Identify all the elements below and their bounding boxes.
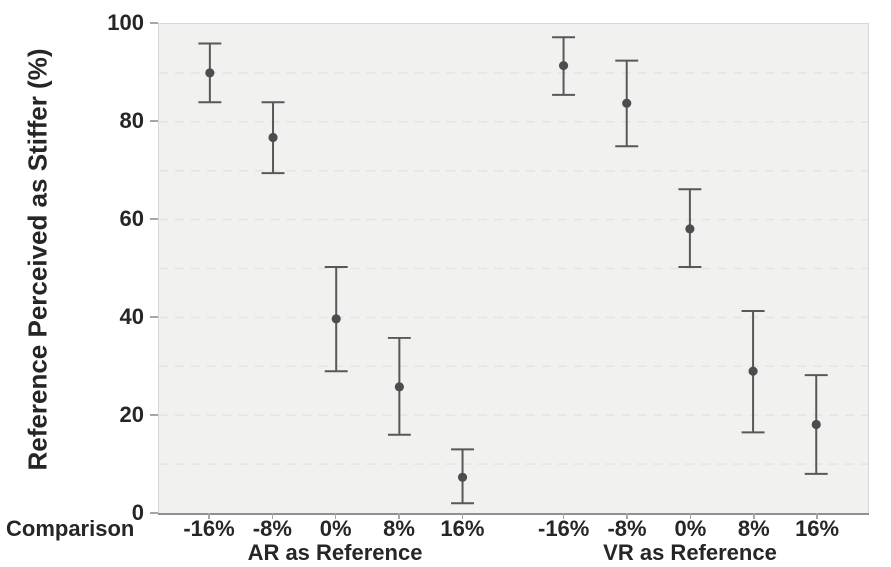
- y-tick-label: 20: [119, 402, 144, 427]
- data-point-marker: [622, 98, 632, 108]
- x-tick-label: 16%: [440, 516, 485, 541]
- y-tick-label: 60: [119, 206, 144, 231]
- data-point-marker: [748, 366, 758, 376]
- x-tick-mark: [816, 513, 818, 519]
- x-tick-label: -8%: [252, 516, 292, 541]
- y-tick-label: 80: [119, 108, 144, 133]
- data-point-marker: [457, 472, 468, 482]
- y-tick-label: 0: [131, 500, 144, 525]
- y-tick-mark: [150, 120, 158, 122]
- y-tick-label: 40: [119, 304, 144, 329]
- chart-canvas: [159, 36, 868, 505]
- x-tick-label: 16%: [795, 516, 840, 541]
- data-point-marker: [394, 382, 404, 392]
- x-tick-label: -16%: [538, 516, 590, 541]
- x-axis-prefix-label: Comparison: [6, 516, 135, 541]
- data-point-marker: [811, 419, 821, 430]
- data-point-marker: [205, 68, 215, 78]
- y-tick-mark: [150, 22, 158, 24]
- y-tick-label: 100: [107, 10, 144, 35]
- x-tick-label: 8%: [383, 516, 415, 541]
- y-tick-mark: [150, 512, 158, 514]
- x-tick-mark: [753, 513, 755, 519]
- x-tick-label: 0%: [319, 516, 352, 541]
- y-tick-mark: [150, 218, 158, 220]
- x-tick-label: -8%: [607, 516, 647, 541]
- x-tick-mark: [689, 513, 692, 519]
- x-tick-mark: [562, 513, 565, 519]
- data-point-marker: [558, 60, 569, 71]
- group-title-vr-as-reference: VR as Reference: [603, 540, 777, 565]
- data-point-marker: [685, 224, 695, 234]
- y-tick-mark: [150, 414, 158, 416]
- plot-area: [158, 23, 869, 513]
- x-tick-mark: [626, 513, 628, 519]
- x-tick-mark: [398, 513, 400, 519]
- x-tick-mark: [271, 513, 274, 519]
- x-tick-label: 0%: [674, 516, 707, 541]
- x-tick-mark: [334, 513, 337, 519]
- data-point-marker: [268, 132, 278, 143]
- y-tick-mark: [150, 316, 158, 318]
- x-tick-label: -16%: [183, 516, 235, 541]
- x-tick-mark: [208, 513, 210, 519]
- group-title-ar-as-reference: AR as Reference: [247, 540, 423, 565]
- y-axis-title: Reference Perceived as Stiffer (%): [22, 48, 53, 471]
- x-axis-line: [158, 513, 869, 515]
- data-point-marker: [331, 314, 341, 324]
- x-tick-mark: [461, 513, 464, 519]
- x-tick-label: 8%: [737, 516, 770, 541]
